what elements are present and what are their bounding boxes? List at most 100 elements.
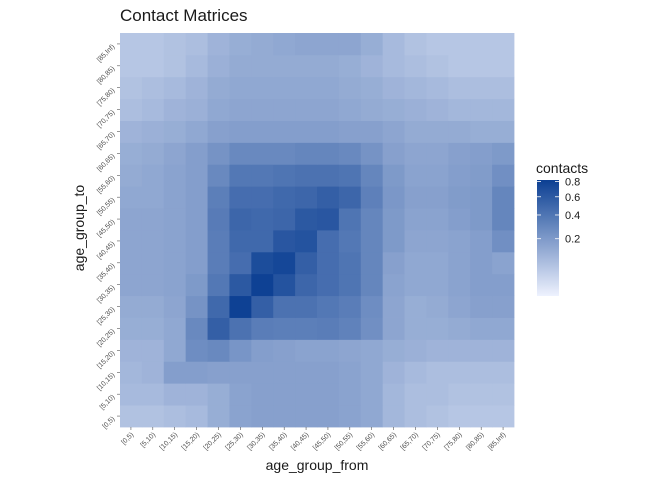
heatmap-cell [141,54,165,78]
heatmap-cell [141,251,165,275]
heatmap-cell [141,164,165,187]
heatmap-cell [229,186,252,209]
heatmap-cell [273,54,296,78]
heatmap-cell [295,361,318,384]
heatmap-cell [317,361,340,384]
x-tick-label: [65,70) [400,431,420,451]
heatmap-cell [163,251,187,275]
heatmap-cell [141,186,165,209]
heatmap-cell [404,54,427,78]
legend-colorbar [537,180,559,296]
heatmap-cell [317,186,340,209]
y-tick-label: [60,65) [96,153,116,173]
heatmap-cell [163,120,187,143]
x-tick-label: [75,80) [443,431,463,451]
heatmap-cell [317,339,340,362]
heatmap-cell [338,54,362,78]
heatmap-cell [470,76,493,100]
heatmap-cell [448,76,471,100]
heatmap-cell [295,295,318,318]
heatmap-cell [448,251,471,275]
heatmap-cell [492,142,515,165]
heatmap-cell [448,361,471,384]
y-tick-label: [40,45) [96,240,116,260]
heatmap-cell [295,208,318,231]
heatmap-cell [470,339,493,362]
legend-tick-label: 0.4 [565,210,580,222]
heatmap-cell [163,54,187,78]
heatmap-cell [229,33,252,56]
heatmap-cell [426,164,449,187]
heatmap-cell [426,295,449,318]
heatmap-cell [360,33,384,56]
heatmap-cell [185,164,208,187]
y-tick-label: [85,Inf) [96,43,116,63]
heatmap-cell [426,120,449,143]
heatmap-cell [251,339,274,362]
y-tick-label: [20,25) [96,328,116,348]
heatmap-cell [426,361,449,384]
heatmap-cell [141,76,165,100]
heatmap-cell [141,361,165,384]
heatmap-cell [382,186,405,209]
heatmap-cell [338,230,362,253]
heatmap-cell [273,230,296,253]
heatmap-cell [120,120,143,143]
x-tick-label: [60,65) [378,431,398,451]
heatmap-cell [273,120,296,143]
heatmap-cell [141,208,165,231]
heatmap-cell [207,54,230,78]
heatmap-cell [448,295,471,318]
heatmap-cell [338,186,362,209]
heatmap-cell [207,142,230,165]
heatmap-cell [185,361,208,384]
heatmap-cell [295,339,318,362]
heatmap-cell [120,295,143,318]
x-tick-label: [0,5) [120,431,135,446]
heatmap-cell [492,164,515,187]
heatmap-cell [251,273,274,297]
heatmap-cell [382,339,405,362]
heatmap-cell [120,186,143,209]
x-tick-label: [55,60) [356,431,376,451]
heatmap-cell [360,142,384,165]
heatmap-cell [448,186,471,209]
heatmap-cell [185,98,208,121]
heatmap-cell [317,98,340,121]
heatmap-cell [251,383,274,406]
heatmap-cell [163,339,187,362]
heatmap-cell [295,251,318,275]
heatmap-cell [382,120,405,143]
heatmap-cell [251,98,274,121]
heatmap-cell [404,164,427,187]
heatmap-cell [295,76,318,100]
heatmap-cell [338,142,362,165]
y-tick-label: [75,80) [96,87,116,107]
heatmap-cell [426,273,449,297]
heatmap-cell [404,317,427,340]
heatmap-cell [448,383,471,406]
heatmap-cell [120,317,143,340]
legend-tick-label: 0.2 [565,234,580,246]
x-tick-label: [40,45) [290,431,310,451]
heatmap-cell [295,142,318,165]
heatmap-cell [338,120,362,143]
heatmap-cell [120,251,143,275]
heatmap-cell [251,120,274,143]
heatmap-cell [185,33,208,56]
heatmap-cell [317,295,340,318]
color-legend: contacts 0.8 0.6 0.4 0.2 [536,160,588,296]
heatmap-cell [295,33,318,56]
heatmap-cell [163,186,187,209]
x-tick-label: [80,85) [465,431,485,451]
heatmap-cell [207,339,230,362]
heatmap-cell [317,251,340,275]
heatmap-cell [120,361,143,384]
heatmap-cell [492,361,515,384]
heatmap-cell [404,98,427,121]
x-tick-label: [5,10) [140,431,158,449]
heatmap-cell [404,405,427,428]
heatmap-cell [404,383,427,406]
heatmap-cells [120,33,515,428]
heatmap-cell [360,405,384,428]
